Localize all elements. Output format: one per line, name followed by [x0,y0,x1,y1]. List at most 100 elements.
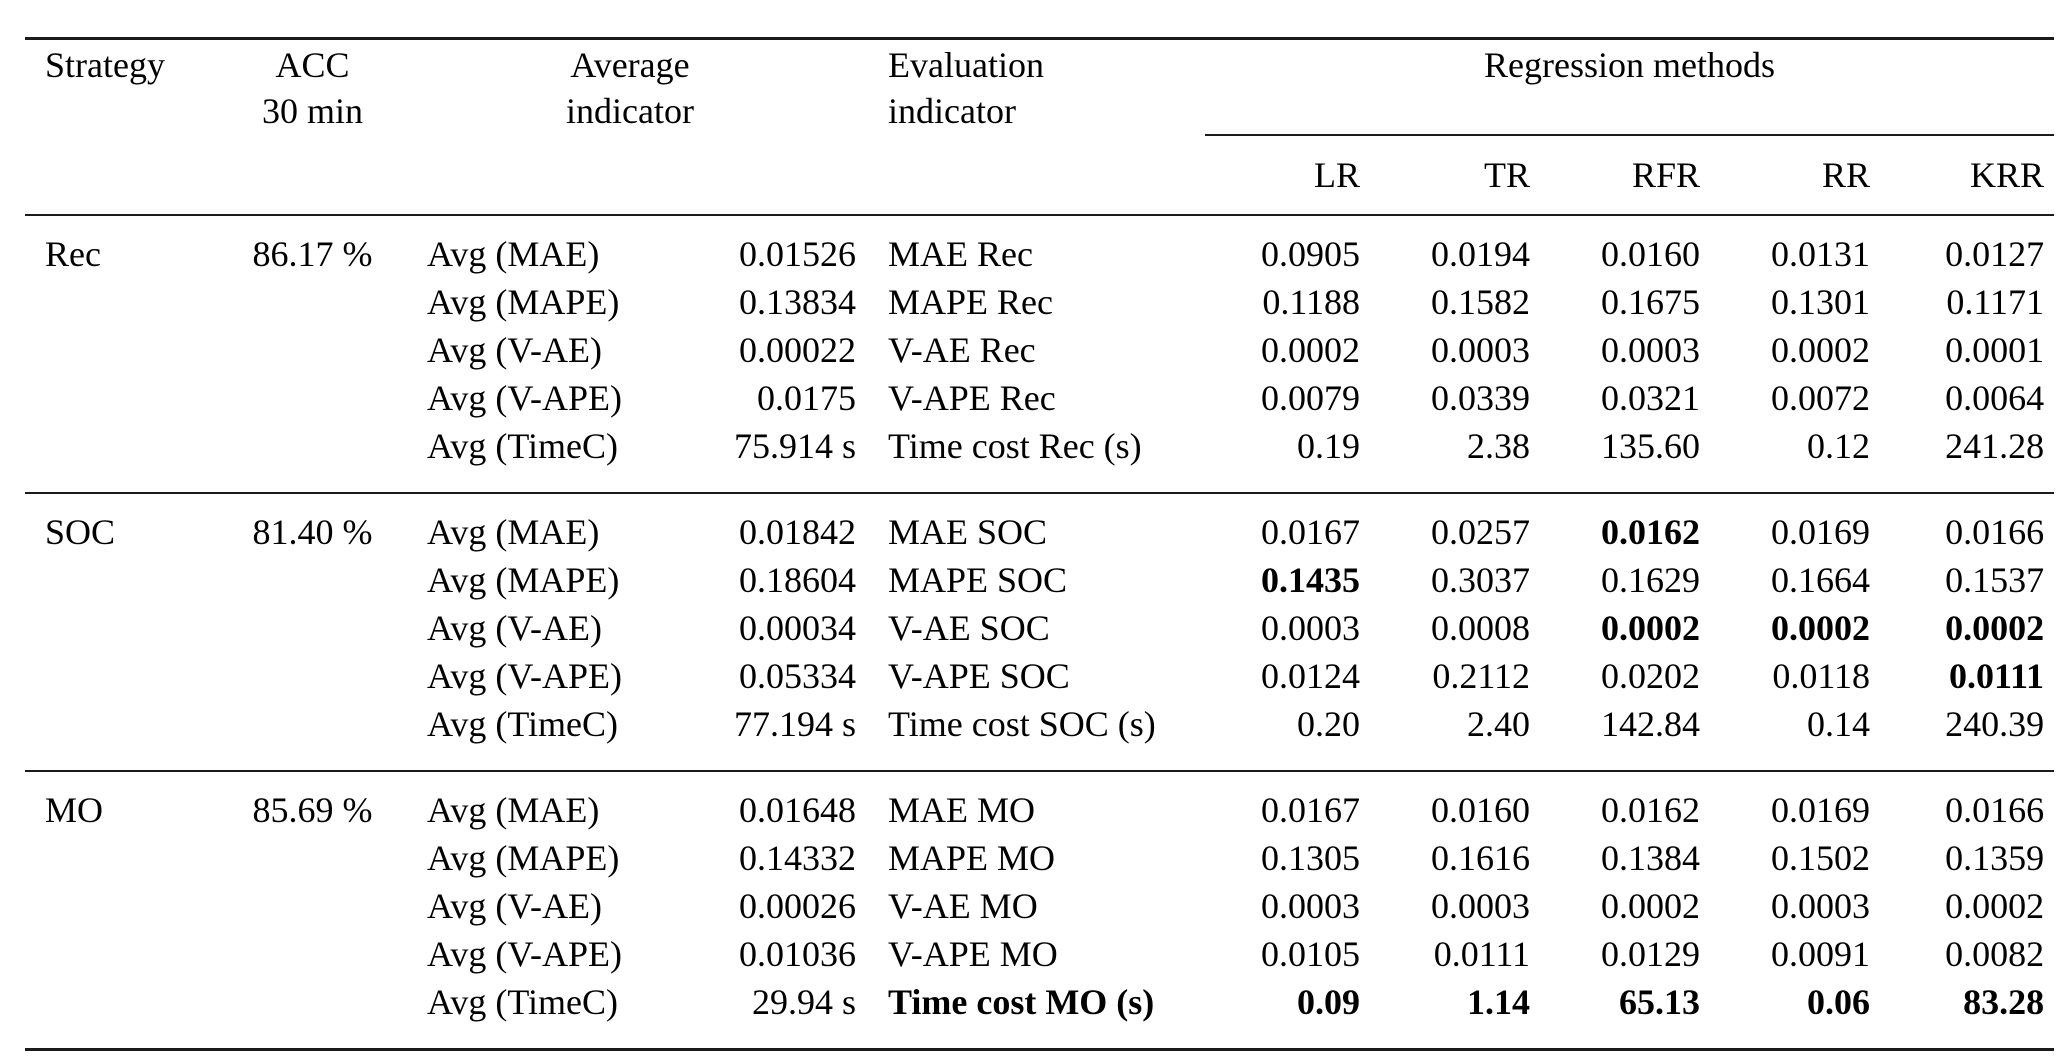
col-header-evaluation-line1: Evaluation [888,45,1044,85]
method-value-cell: 0.0194 [1431,234,1531,274]
eval-indicator-label-cell: V-AE MO [888,886,1038,926]
method-value-cell: 0.09 [1297,982,1361,1022]
method-value-cell: 0.0002 [1771,330,1871,370]
method-value-cell: 0.0111 [1433,934,1531,974]
avg-indicator-label-cell: Avg (MAPE) [427,282,620,322]
col-header-method-lr: LR [1205,135,1371,216]
method-value-cell: 2.40 [1467,704,1531,744]
method-value-cell: 0.0129 [1601,934,1701,974]
eval-indicator-label-cell: MAPE SOC [888,560,1068,600]
method-value-cell: 0.0072 [1771,378,1871,418]
eval-indicator-label-cell: MAPE MO [888,838,1056,878]
method-value-cell: 0.1301 [1771,282,1871,322]
avg-indicator-value-cell: 0.01648 [650,770,861,834]
avg-indicator-value-cell: 0.00022 [739,330,857,370]
method-value-cell: 0.0003 [1261,886,1361,926]
avg-indicator-value-cell: 29.94 s [752,982,857,1022]
method-value-cell: 0.0118 [1772,656,1871,696]
method-value-cell: 0.1629 [1601,560,1701,600]
strategy-cell [25,604,225,652]
table-row: Avg (MAPE) 0.18604 MAPE SOC 0.1435 0.3037 0.1… [25,556,2054,604]
method-value-cell: 0.0002 [1945,886,2045,926]
acc-cell: 86.17 % [252,234,373,274]
method-value-cell: 0.1537 [1945,560,2045,600]
method-value-cell: 0.1582 [1431,282,1531,322]
table-row: Avg (MAPE) 0.13834 MAPE Rec 0.1188 0.1582 0.1… [25,278,2054,326]
method-value-cell: 0.0008 [1431,608,1531,648]
header-spacer-cell [860,135,1206,216]
strategy-cell [25,882,225,930]
strategy-block-rec: Rec 86.17 % Avg (MAE) 0.01526 MAE Rec 0.0905 0… [25,215,2054,493]
col-header-acc-line2: 30 min [261,91,363,131]
table-row: Avg (TimeC) 29.94 s Time cost MO (s) 0.09 1.… [25,978,2054,1050]
table-row: Avg (V-AE) 0.00034 V-AE SOC 0.0003 0.0008 0.0… [25,604,2054,652]
method-value-cell: 0.0079 [1261,378,1361,418]
acc-cell [225,422,400,493]
strategy-cell [25,834,225,882]
strategy-cell [25,422,225,493]
method-value-cell: 0.0167 [1205,492,1371,556]
method-value-cell: 135.60 [1601,426,1701,466]
table-row: Avg (TimeC) 75.914 s Time cost Rec (s) 0.19… [25,422,2054,493]
avg-indicator-label-cell: Avg (TimeC) [427,426,619,466]
header-spacer-cell [225,135,400,216]
eval-indicator-label-cell: V-APE SOC [888,656,1070,696]
eval-indicator-label-cell: V-APE MO [888,934,1058,974]
header-spacer-cell [400,135,650,216]
method-value-cell: 0.1664 [1771,560,1871,600]
method-value-cell: 0.0131 [1771,234,1871,274]
strategy-cell: Rec [45,234,101,274]
method-value-cell: 0.0257 [1370,492,1541,556]
method-value-cell: 0.0002 [1601,608,1701,648]
strategy-block-soc: SOC 81.40 % Avg (MAE) 0.01842 MAE SOC 0.0167 0… [25,492,2055,771]
header-spacer-cell [650,135,861,216]
method-value-cell: 0.20 [1297,704,1361,744]
method-value-cell: 241.28 [1945,426,2045,466]
col-header-average-line2: indicator [566,91,694,131]
avg-indicator-label-cell: Avg (V-AE) [427,886,602,926]
method-value-cell: 0.0003 [1771,886,1871,926]
header-row-methods: LR TR RFR RR KRR [25,135,2055,216]
table-header: Strategy ACC 30 min Average indicator Ev… [25,38,2055,216]
avg-indicator-value-cell: 0.14332 [739,838,857,878]
method-value-cell: 0.0321 [1601,378,1701,418]
header-spacer-cell [25,135,225,216]
strategy-cell [25,326,225,374]
eval-indicator-label-cell: Time cost Rec (s) [888,426,1142,466]
method-value-cell: 0.0162 [1540,492,1711,556]
method-value-cell: 0.0169 [1710,770,1881,834]
method-value-cell: 0.0166 [1880,492,2055,556]
method-value-cell: 0.0202 [1601,656,1701,696]
col-header-acc: ACC 30 min [225,39,400,136]
acc-cell [225,326,400,374]
col-header-evaluation-line2: indicator [888,91,1016,131]
eval-indicator-label-cell: MAPE Rec [888,282,1054,322]
method-value-cell: 0.0169 [1710,492,1881,556]
col-header-method-rfr: RFR [1540,135,1711,216]
method-value-cell: 0.1502 [1771,838,1871,878]
avg-indicator-label-cell: Avg (MAE) [427,234,600,274]
col-header-method-krr: KRR [1880,135,2055,216]
strategy-cell [25,374,225,422]
col-header-average-line1: Average [570,45,690,85]
method-value-cell: 2.38 [1467,426,1531,466]
table-row: Avg (V-APE) 0.05334 V-APE SOC 0.0124 0.2112 0… [25,652,2054,700]
method-value-cell: 0.19 [1297,426,1361,466]
col-header-method-rr: RR [1710,135,1881,216]
acc-cell: 81.40 % [225,492,400,556]
strategy-cell: MO [25,770,225,834]
method-value-cell: 0.0111 [1949,656,2045,696]
col-header-method-tr: TR [1370,135,1541,216]
method-value-cell: 0.1384 [1601,838,1701,878]
method-value-cell: 0.1435 [1261,560,1361,600]
avg-indicator-value-cell: 0.01036 [739,934,857,974]
col-header-acc-line1: ACC [275,45,350,85]
method-value-cell: 0.2112 [1432,656,1531,696]
method-value-cell: 83.28 [1963,982,2045,1022]
method-value-cell: 0.0082 [1945,934,2045,974]
avg-indicator-label-cell: Avg (MAE) [400,770,650,834]
table-row: Avg (TimeC) 77.194 s Time cost SOC (s) 0.20… [25,700,2054,771]
method-value-cell: 0.1188 [1262,282,1361,322]
method-value-cell: 0.0339 [1431,378,1531,418]
